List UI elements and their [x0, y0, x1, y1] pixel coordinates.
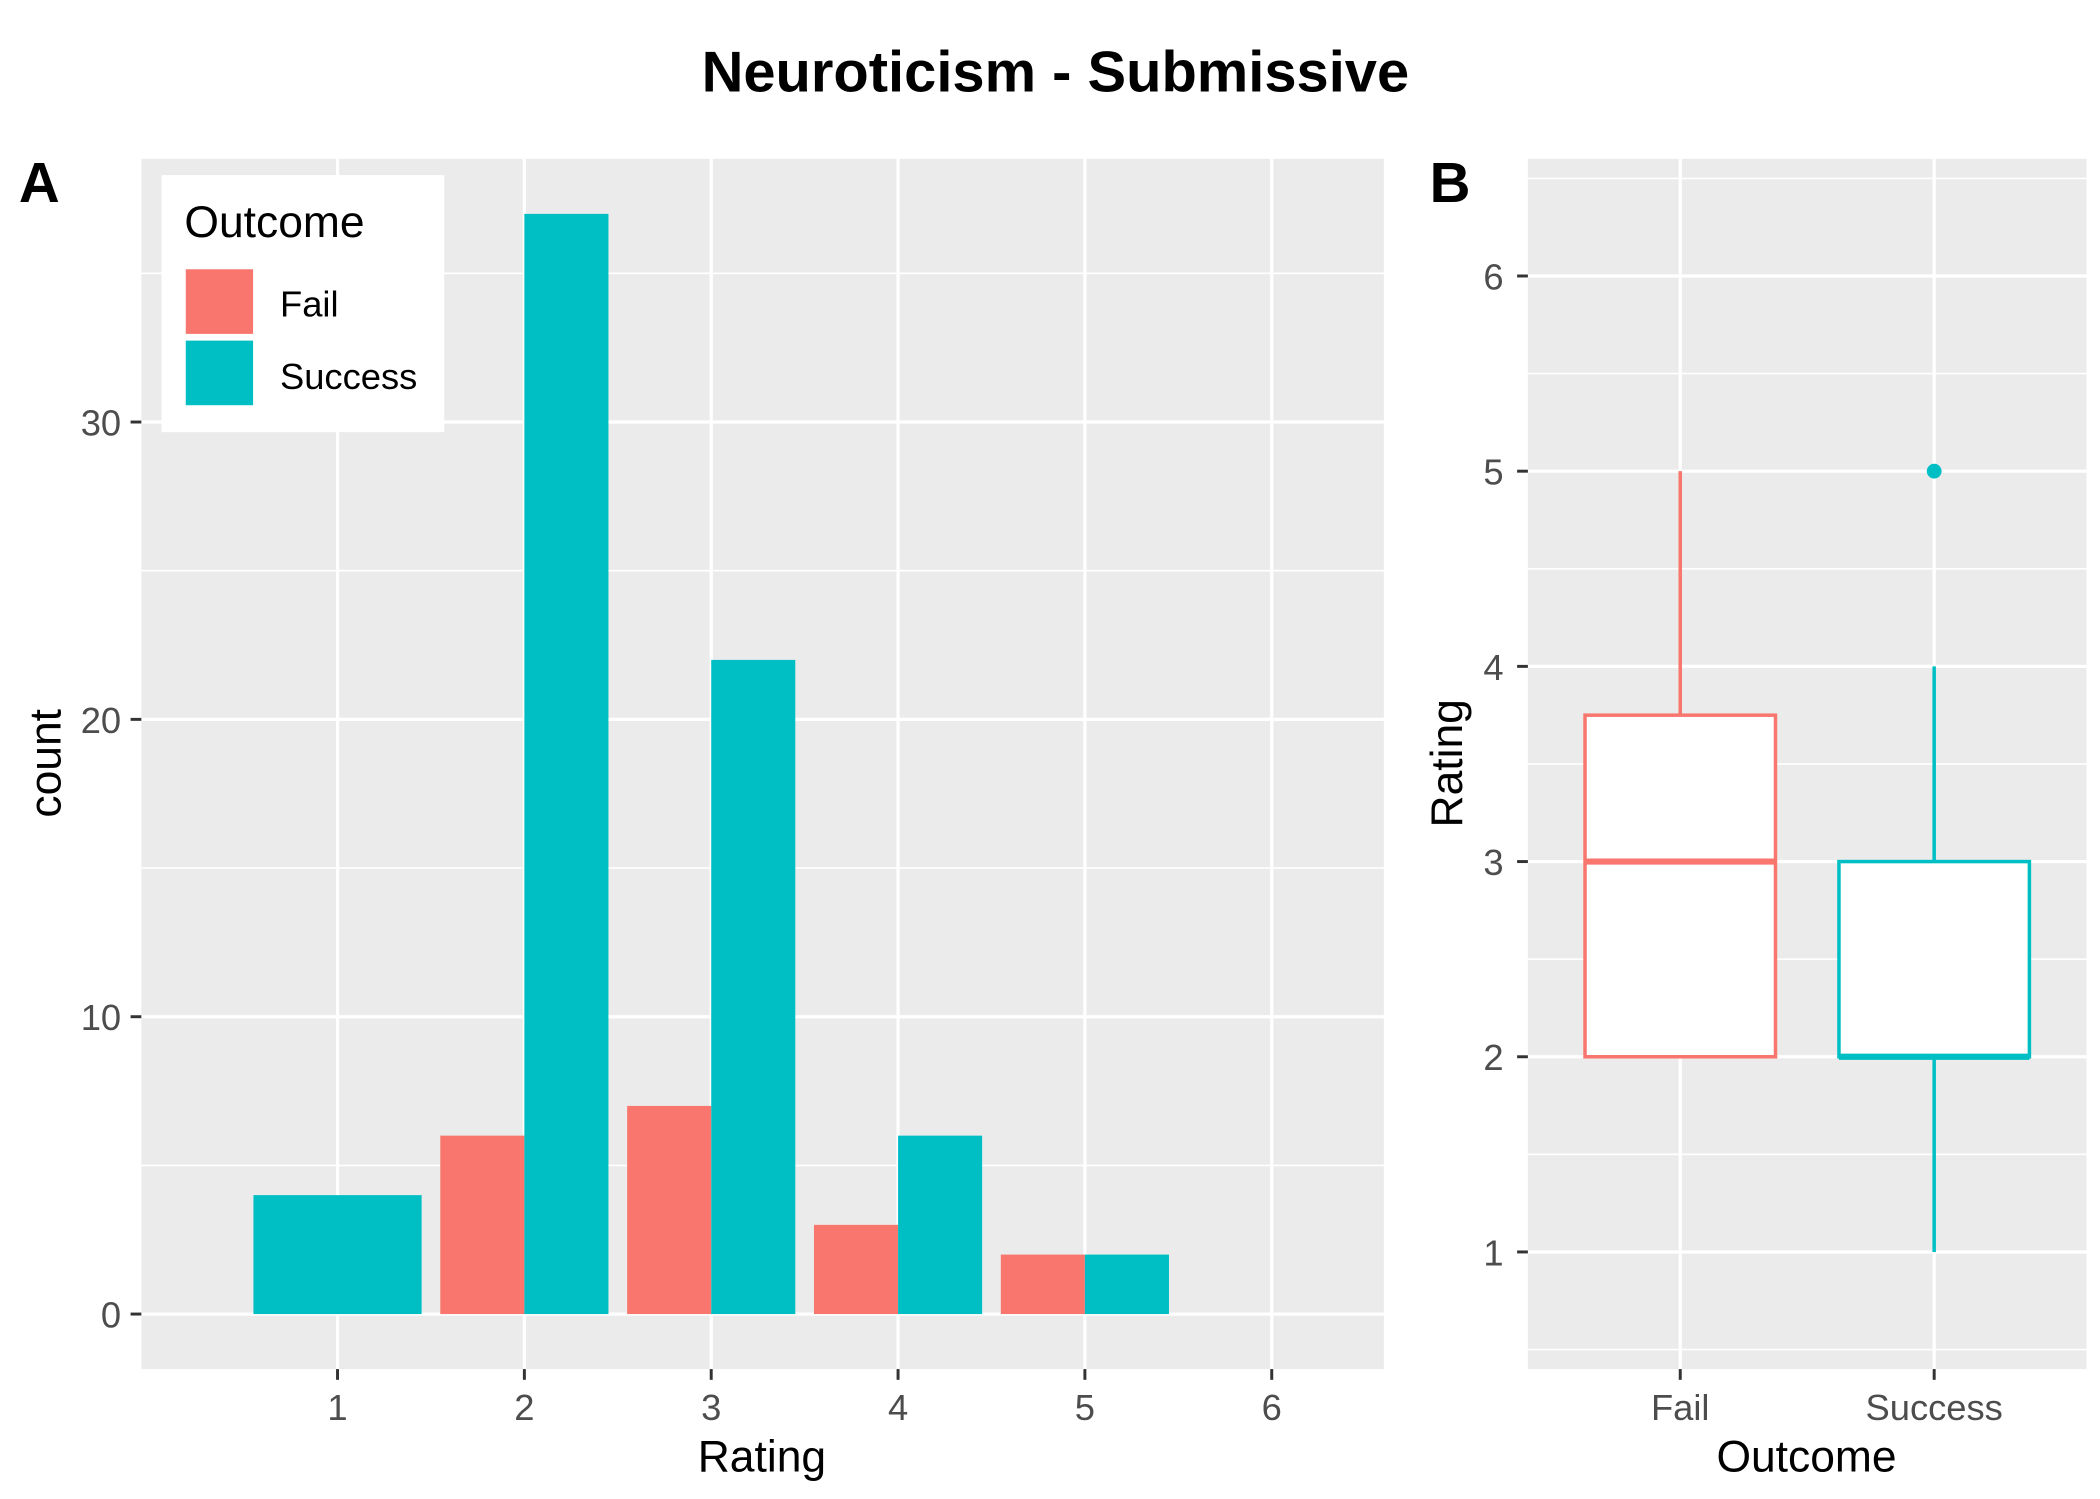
legend-key-success — [185, 340, 254, 406]
panel-b-axes: 1 2 3 4 5 6 Fail Success — [1483, 256, 2002, 1428]
outlier-point — [1926, 463, 1942, 479]
x-tick-label: 6 — [1262, 1387, 1282, 1428]
panel-a-axes: 0 10 20 30 1 2 3 4 5 6 — [81, 402, 1282, 1428]
legend: Outcome Fail Success — [161, 175, 445, 433]
panel-a: A Outcome Fail Success 0 10 20 30 1 2 3 4 5 6 Rat… — [19, 151, 1384, 1481]
panel-a-bars — [253, 213, 1169, 1315]
panel-b-boxplots — [1583, 463, 2032, 1252]
bar-fail-2 — [440, 1135, 525, 1315]
bar-success-5 — [1084, 1254, 1169, 1315]
x-axis-title-a: Rating — [698, 1432, 826, 1481]
y-tick-label: 3 — [1483, 842, 1503, 883]
bar-success-3 — [711, 659, 796, 1315]
panel-label-b: B — [1430, 151, 1471, 214]
figure-title: Neuroticism - Submissive — [702, 41, 1410, 105]
x-tick-label: 4 — [888, 1387, 908, 1428]
x-tick-label: Fail — [1651, 1387, 1710, 1428]
box-iqr — [1837, 859, 2032, 1059]
panel-b: B 1 2 3 4 5 6 Fail Success Outcome Rating — [1423, 151, 2087, 1481]
y-axis-title-a: count — [22, 708, 71, 817]
boxplot-fail — [1583, 471, 1778, 1059]
y-tick-label: 5 — [1483, 452, 1503, 493]
boxplot-success — [1837, 463, 2032, 1252]
y-axis-title-b: Rating — [1423, 699, 1472, 827]
box-iqr — [1583, 713, 1778, 1059]
bar-success-1 — [253, 1195, 422, 1315]
y-tick-label: 6 — [1483, 256, 1503, 297]
y-tick-label: 0 — [101, 1295, 121, 1336]
x-axis-title-b: Outcome — [1716, 1432, 1896, 1481]
panel-label-a: A — [19, 151, 60, 214]
bar-success-2 — [524, 213, 609, 1315]
y-tick-label: 2 — [1483, 1037, 1503, 1078]
y-tick-label: 4 — [1483, 647, 1503, 688]
bar-success-4 — [898, 1135, 983, 1315]
x-tick-label: 5 — [1075, 1387, 1095, 1428]
bar-fail-5 — [1000, 1254, 1085, 1315]
x-tick-label: Success — [1866, 1387, 2003, 1428]
y-tick-label: 20 — [81, 700, 121, 741]
y-tick-label: 1 — [1483, 1232, 1503, 1273]
bar-fail-4 — [813, 1224, 899, 1315]
legend-label-fail: Fail — [280, 283, 339, 324]
y-tick-label: 30 — [81, 402, 121, 443]
x-tick-label: 2 — [514, 1387, 534, 1428]
x-tick-label: 3 — [701, 1387, 721, 1428]
y-tick-label: 10 — [81, 997, 121, 1038]
legend-key-fail — [185, 269, 254, 334]
x-tick-label: 1 — [327, 1387, 347, 1428]
legend-title: Outcome — [184, 198, 364, 247]
legend-label-success: Success — [280, 356, 417, 397]
bar-fail-3 — [627, 1105, 712, 1315]
